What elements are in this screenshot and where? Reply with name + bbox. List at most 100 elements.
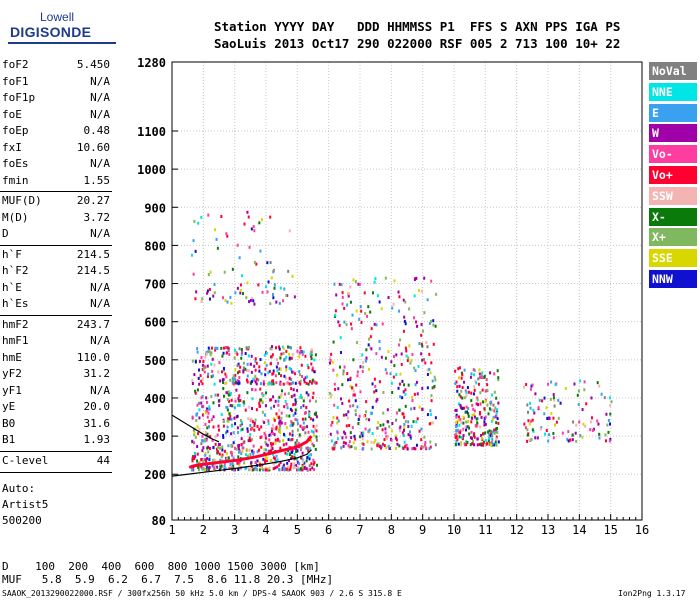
echo-point xyxy=(224,372,227,376)
echo-point xyxy=(237,447,240,451)
echo-point xyxy=(529,406,532,410)
echo-point xyxy=(377,442,380,446)
echo-point xyxy=(306,446,309,450)
echo-point xyxy=(333,447,336,451)
echo-point xyxy=(213,466,216,470)
echo-point xyxy=(236,286,239,290)
echo-point xyxy=(230,301,233,305)
echo-point xyxy=(424,361,427,365)
echo-point xyxy=(352,278,355,282)
echo-point xyxy=(454,408,457,412)
echo-point xyxy=(557,416,560,420)
echo-point xyxy=(495,412,498,416)
echo-point xyxy=(255,382,258,386)
echo-point xyxy=(196,425,199,429)
param-name: yE xyxy=(2,400,16,413)
param-row: fxI 10.60 xyxy=(2,141,110,154)
echo-point xyxy=(259,436,262,440)
echo-point xyxy=(212,445,215,449)
echo-point xyxy=(332,340,335,344)
param-row: fmin 1.55 xyxy=(2,173,111,187)
echo-point xyxy=(294,411,297,415)
echo-point xyxy=(249,439,252,443)
echo-point xyxy=(234,291,237,295)
echo-point xyxy=(310,349,313,353)
echo-point xyxy=(213,459,216,463)
echo-point xyxy=(285,349,288,353)
echo-point xyxy=(356,374,359,378)
echo-point xyxy=(213,291,216,295)
echo-point xyxy=(202,446,205,450)
echo-point xyxy=(384,276,387,280)
echo-point xyxy=(201,449,204,453)
echo-point xyxy=(457,430,460,434)
echo-point xyxy=(477,377,480,381)
echo-point xyxy=(212,401,215,405)
echo-point xyxy=(577,403,580,407)
echo-point xyxy=(250,438,253,442)
echo-point xyxy=(247,369,250,373)
echo-point xyxy=(473,385,476,389)
echo-point xyxy=(330,423,333,427)
echo-point xyxy=(460,389,463,393)
echo-point xyxy=(250,417,253,421)
echo-point xyxy=(398,429,401,433)
echo-point xyxy=(387,296,390,300)
echo-point xyxy=(596,381,599,385)
echo-point xyxy=(420,445,423,449)
echo-point xyxy=(217,370,220,374)
echo-point xyxy=(426,372,429,376)
echo-point xyxy=(334,387,337,391)
echo-point xyxy=(564,387,567,391)
echo-point xyxy=(225,346,228,350)
echo-point xyxy=(194,452,197,456)
echo-point xyxy=(549,397,552,401)
echo-point xyxy=(421,344,424,348)
echo-point xyxy=(577,389,580,393)
echo-point xyxy=(260,425,263,429)
echo-point xyxy=(311,379,314,383)
echo-point xyxy=(493,409,496,413)
echo-point xyxy=(364,312,367,316)
echo-point xyxy=(285,293,288,297)
echo-point xyxy=(223,394,226,398)
echo-point xyxy=(208,349,211,353)
echo-point xyxy=(426,345,429,349)
echo-point xyxy=(201,367,204,371)
echo-point xyxy=(399,425,402,429)
echo-point xyxy=(465,425,468,429)
param-value: 1.55 xyxy=(83,173,111,187)
echo-point xyxy=(226,419,229,423)
echo-point xyxy=(222,346,225,350)
echo-point xyxy=(236,414,239,418)
echo-point xyxy=(342,441,345,445)
echo-point xyxy=(476,398,479,402)
echo-point xyxy=(235,351,238,355)
echo-point xyxy=(464,425,467,429)
echo-point xyxy=(216,465,219,469)
x-tick-label: 5 xyxy=(294,523,301,537)
echo-point xyxy=(414,447,417,451)
echo-point xyxy=(261,392,264,396)
echo-point xyxy=(360,309,363,313)
echo-point xyxy=(434,416,437,420)
echo-point xyxy=(430,279,433,283)
echo-point xyxy=(584,424,587,428)
echo-point xyxy=(248,453,251,457)
echo-point xyxy=(246,427,249,431)
echo-point xyxy=(337,419,340,423)
echo-point xyxy=(392,302,395,306)
echo-point xyxy=(227,393,230,397)
echo-point xyxy=(329,432,332,436)
echo-point xyxy=(270,427,273,431)
echo-point xyxy=(284,399,287,403)
echo-point xyxy=(536,436,539,440)
echo-point xyxy=(407,420,410,424)
echo-point xyxy=(191,415,194,419)
echo-point xyxy=(423,276,426,280)
echo-point xyxy=(201,377,204,381)
echo-point xyxy=(467,412,470,416)
echo-point xyxy=(420,427,423,431)
echo-point xyxy=(477,382,480,386)
echo-point xyxy=(224,299,227,303)
